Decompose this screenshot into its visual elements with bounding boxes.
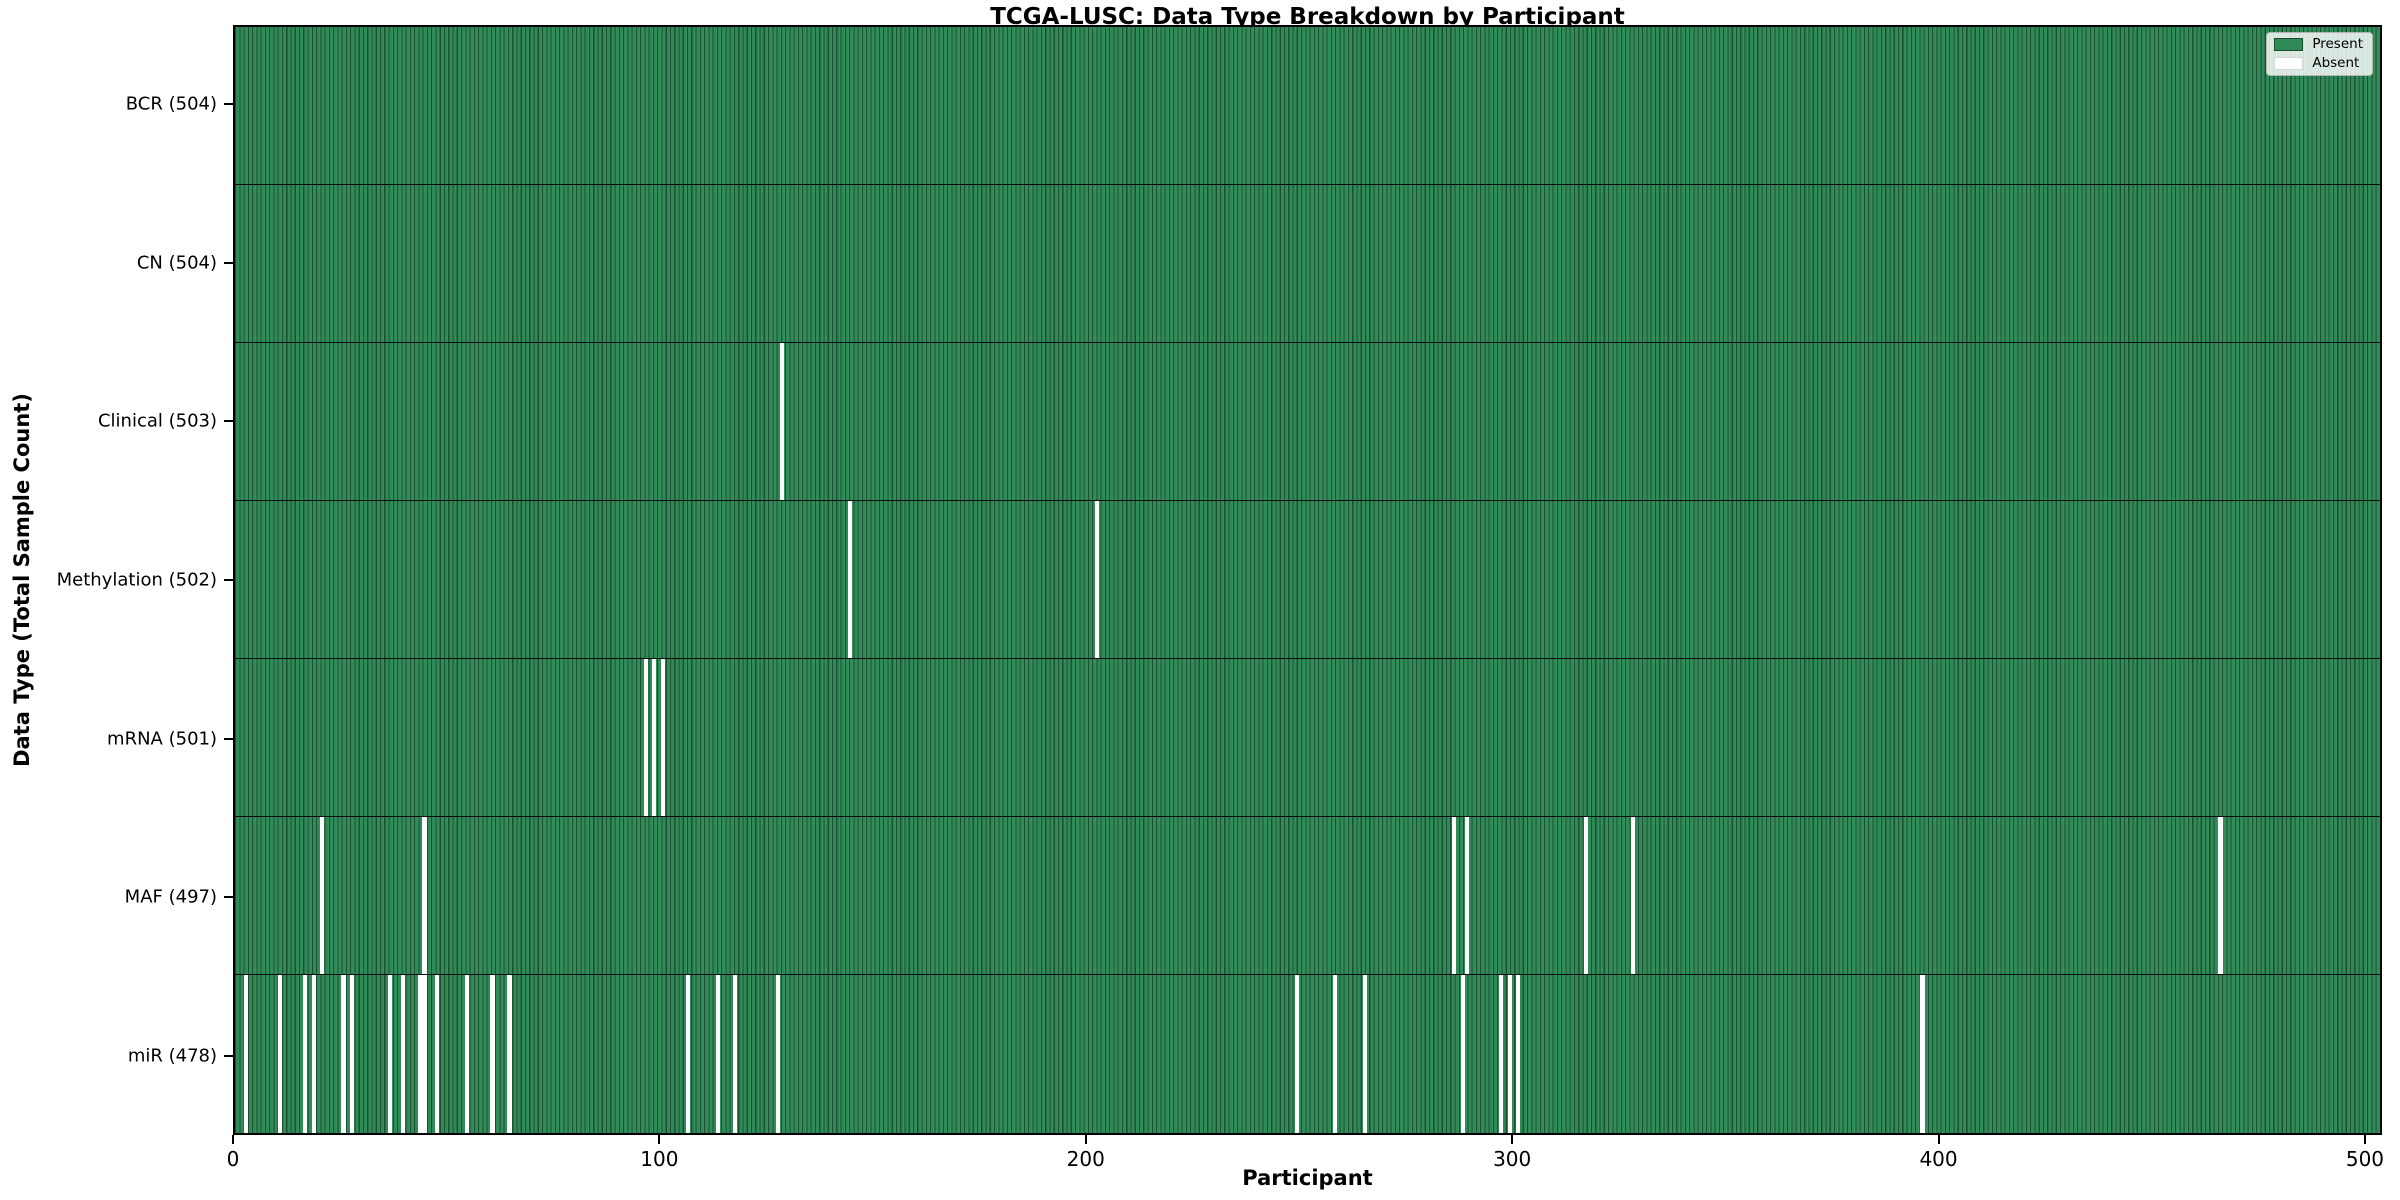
legend-label-present: Present <box>2312 36 2363 52</box>
absent-gap-miR-54 <box>464 975 470 1133</box>
absent-gap-mRNA-98 <box>652 659 657 816</box>
x-tick-label-100: 100 <box>640 1147 679 1171</box>
absent-gap-miR-106 <box>686 975 691 1133</box>
absent-gap-miR-47 <box>435 975 440 1133</box>
x-tick-label-400: 400 <box>1919 1147 1958 1171</box>
x-tick-mark-500 <box>2363 1135 2366 1144</box>
absent-gap-mRNA-96 <box>643 659 648 816</box>
absent-gap-miR-60 <box>490 975 495 1133</box>
absent-gap-miR-44 <box>422 975 427 1133</box>
x-tick-mark-400 <box>1937 1135 1940 1144</box>
y-axis-tick-labels: BCR (504) CN (504) Clinical (503) Methylati… <box>0 25 233 1135</box>
y-tick-label-CN: CN (504) <box>136 252 217 274</box>
x-axis-ticks: 0 100 200 300 400 500 <box>227 1135 2385 1171</box>
x-tick-label-500: 500 <box>2345 1147 2385 1171</box>
absent-gap-miR-36 <box>388 975 393 1133</box>
y-tick-mark-Methylation <box>224 579 233 581</box>
absent-gap-miR-27 <box>349 975 355 1133</box>
y-tick-label-Clinical: Clinical (503) <box>97 410 217 432</box>
absent-gap-miR-396 <box>1920 975 1925 1133</box>
absent-gap-Methylation-202 <box>1094 501 1099 658</box>
row-BCR <box>235 27 2380 185</box>
row-CN <box>235 185 2380 343</box>
row-Methylation <box>235 501 2380 659</box>
absent-gap-miR-297 <box>1499 975 1504 1133</box>
y-tick-label-miR: miR (478) <box>127 1045 217 1067</box>
absent-gap-MAF-20 <box>320 817 325 974</box>
absent-gap-miR-64 <box>507 975 512 1133</box>
row-MAF <box>235 817 2380 975</box>
x-tick-label-0: 0 <box>226 1147 240 1171</box>
legend-label-absent: Absent <box>2312 54 2360 71</box>
absent-gap-MAF-44 <box>422 817 427 974</box>
absent-gap-MAF-289 <box>1464 817 1470 974</box>
y-tick-mark-BCR <box>224 103 233 106</box>
x-axis-label: Participant <box>1242 1166 1373 1190</box>
y-tick-label-MAF: MAF (497) <box>124 886 217 908</box>
legend-item-present: Present <box>2274 36 2363 52</box>
y-tick-mark-mRNA <box>224 737 233 740</box>
x-tick-mark-200 <box>1084 1135 1087 1144</box>
absent-gap-miR-258 <box>1333 975 1338 1133</box>
legend-swatch-present <box>2274 38 2304 52</box>
row-mRNA <box>235 659 2380 817</box>
x-tick-label-300: 300 <box>1493 1147 1532 1171</box>
absent-gap-MAF-317 <box>1584 817 1589 974</box>
absent-gap-MAF-328 <box>1630 817 1636 974</box>
absent-gap-miR-2 <box>243 975 248 1133</box>
absent-gap-miR-10 <box>277 975 282 1133</box>
y-tick-label-Methylation: Methylation (502) <box>56 569 217 591</box>
y-tick-label-BCR: BCR (504) <box>125 93 217 115</box>
absent-gap-Methylation-144 <box>847 501 853 658</box>
absent-gap-miR-299 <box>1507 975 1512 1133</box>
y-tick-mark-Clinical <box>224 420 233 423</box>
absent-gap-mRNA-100 <box>660 659 665 816</box>
x-tick-mark-0 <box>232 1135 234 1144</box>
y-tick-mark-miR <box>224 1054 233 1057</box>
y-tick-mark-MAF <box>224 896 233 899</box>
y-tick-label-mRNA: mRNA (501) <box>107 728 217 750</box>
absent-gap-miR-301 <box>1516 975 1521 1133</box>
x-tick-mark-100 <box>658 1135 661 1144</box>
legend-swatch-absent <box>2274 56 2304 70</box>
absent-gap-miR-117 <box>732 975 738 1133</box>
absent-gap-MAF-286 <box>1452 817 1457 974</box>
absent-gap-Clinical-128 <box>779 343 784 500</box>
legend: Present Absent <box>2266 32 2373 76</box>
absent-gap-miR-43 <box>418 975 423 1133</box>
absent-gap-miR-16 <box>303 975 308 1133</box>
row-miR <box>235 975 2380 1133</box>
absent-gap-miR-265 <box>1362 975 1368 1133</box>
absent-gap-miR-113 <box>715 975 721 1133</box>
absent-gap-miR-39 <box>400 975 406 1133</box>
legend-item-absent: Absent <box>2274 54 2363 71</box>
x-tick-label-200: 200 <box>1066 1147 1105 1171</box>
absent-gap-miR-249 <box>1294 975 1299 1133</box>
row-Clinical <box>235 343 2380 501</box>
absent-gap-miR-18 <box>311 975 316 1133</box>
y-tick-mark-CN <box>224 261 233 264</box>
plot-area: Present Absent <box>233 25 2382 1135</box>
x-tick-mark-300 <box>1511 1135 1514 1144</box>
absent-gap-miR-25 <box>341 975 346 1133</box>
absent-gap-miR-127 <box>775 975 780 1133</box>
absent-gap-MAF-466 <box>2218 817 2223 974</box>
absent-gap-miR-288 <box>1460 975 1465 1133</box>
